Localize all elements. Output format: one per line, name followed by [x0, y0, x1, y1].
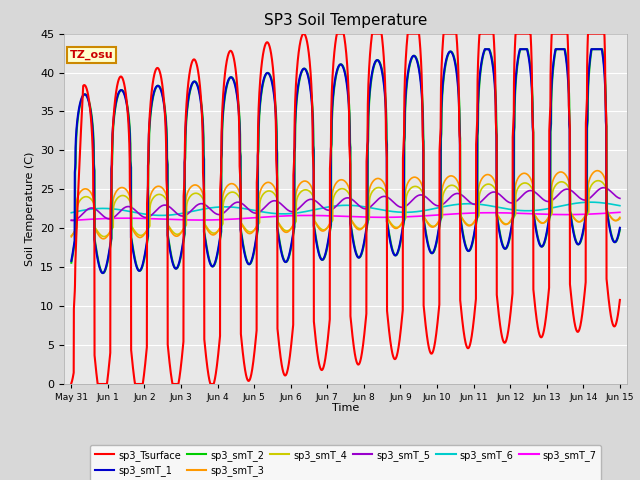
- sp3_Tsurface: [163, 180, 170, 186]
- sp3_smT_4: [605, 212, 613, 218]
- sp3_smT_6: [130, 209, 138, 215]
- Line: sp3_smT_5: sp3_smT_5: [71, 188, 620, 220]
- sp3_smT_7: [546, 212, 554, 217]
- sp3_smT_6: [587, 199, 595, 205]
- sp3_smT_2: [99, 270, 107, 276]
- sp3_smT_5: [69, 217, 77, 223]
- sp3_smT_7: [616, 209, 624, 215]
- sp3_smT_1: [130, 253, 138, 259]
- sp3_smT_2: [481, 46, 489, 52]
- Line: sp3_smT_4: sp3_smT_4: [71, 180, 620, 237]
- sp3_smT_6: [302, 209, 310, 215]
- sp3_smT_4: [547, 214, 554, 219]
- sp3_smT_3: [593, 168, 601, 174]
- sp3_smT_5: [130, 206, 138, 212]
- sp3_smT_6: [547, 205, 554, 211]
- sp3_smT_6: [278, 211, 285, 217]
- sp3_smT_4: [302, 187, 310, 192]
- sp3_smT_3: [616, 215, 624, 220]
- sp3_smT_4: [595, 178, 602, 183]
- sp3_smT_5: [278, 202, 285, 207]
- sp3_smT_1: [605, 225, 613, 230]
- Line: sp3_smT_2: sp3_smT_2: [71, 49, 620, 273]
- sp3_smT_7: [301, 213, 309, 218]
- Legend: sp3_Tsurface, sp3_smT_1, sp3_smT_2, sp3_smT_3, sp3_smT_4, sp3_smT_5, sp3_smT_6, : sp3_Tsurface, sp3_smT_1, sp3_smT_2, sp3_…: [90, 445, 602, 480]
- Line: sp3_smT_7: sp3_smT_7: [71, 212, 620, 220]
- sp3_smT_2: [547, 209, 554, 215]
- sp3_smT_4: [616, 216, 624, 222]
- sp3_smT_3: [99, 236, 107, 242]
- sp3_smT_7: [67, 217, 75, 223]
- sp3_smT_1: [278, 252, 285, 257]
- sp3_smT_6: [616, 203, 624, 209]
- Line: sp3_smT_1: sp3_smT_1: [71, 49, 620, 273]
- sp3_smT_5: [67, 217, 75, 223]
- Line: sp3_smT_6: sp3_smT_6: [71, 202, 620, 216]
- sp3_Tsurface: [547, 103, 554, 108]
- sp3_smT_7: [278, 213, 285, 219]
- sp3_smT_5: [616, 195, 624, 201]
- sp3_smT_2: [302, 66, 310, 72]
- sp3_smT_2: [616, 227, 624, 232]
- sp3_smT_4: [130, 227, 138, 233]
- sp3_smT_2: [67, 260, 75, 265]
- sp3_smT_3: [130, 229, 138, 235]
- sp3_smT_1: [481, 46, 489, 52]
- sp3_smT_5: [605, 187, 613, 193]
- X-axis label: Time: Time: [332, 403, 359, 413]
- sp3_Tsurface: [94, 381, 102, 387]
- sp3_Tsurface: [616, 297, 624, 303]
- sp3_smT_5: [163, 203, 170, 208]
- sp3_smT_1: [163, 138, 170, 144]
- sp3_smT_4: [100, 234, 108, 240]
- sp3_smT_6: [67, 210, 75, 216]
- Y-axis label: Soil Temperature (C): Soil Temperature (C): [24, 152, 35, 266]
- sp3_smT_1: [302, 67, 310, 72]
- Line: sp3_Tsurface: sp3_Tsurface: [71, 34, 620, 384]
- sp3_smT_1: [67, 258, 75, 264]
- sp3_smT_7: [130, 216, 138, 221]
- Text: TZ_osu: TZ_osu: [70, 50, 113, 60]
- sp3_smT_1: [616, 225, 624, 231]
- sp3_smT_4: [67, 233, 75, 239]
- sp3_smT_5: [302, 199, 310, 204]
- sp3_smT_5: [600, 185, 607, 191]
- sp3_smT_3: [302, 178, 310, 184]
- sp3_smT_1: [99, 270, 107, 276]
- sp3_smT_3: [605, 212, 613, 218]
- sp3_smT_3: [67, 234, 75, 240]
- sp3_smT_4: [278, 225, 285, 230]
- sp3_Tsurface: [278, 363, 285, 369]
- sp3_smT_7: [163, 216, 170, 222]
- sp3_smT_3: [163, 193, 170, 199]
- sp3_smT_7: [605, 210, 613, 216]
- sp3_smT_2: [278, 250, 285, 256]
- sp3_Tsurface: [130, 374, 138, 380]
- sp3_Tsurface: [302, 34, 310, 39]
- Line: sp3_smT_3: sp3_smT_3: [71, 171, 620, 239]
- sp3_smT_4: [163, 198, 170, 204]
- sp3_smT_2: [163, 127, 170, 133]
- sp3_smT_6: [605, 201, 613, 207]
- sp3_smT_2: [605, 223, 613, 228]
- sp3_Tsurface: [67, 381, 75, 386]
- sp3_smT_6: [163, 213, 170, 218]
- sp3_smT_6: [157, 213, 165, 218]
- sp3_smT_5: [547, 198, 554, 204]
- sp3_smT_1: [547, 126, 554, 132]
- sp3_Tsurface: [605, 303, 613, 309]
- sp3_Tsurface: [333, 31, 340, 36]
- sp3_smT_2: [130, 252, 138, 257]
- sp3_smT_3: [547, 211, 554, 217]
- Title: SP3 Soil Temperature: SP3 Soil Temperature: [264, 13, 428, 28]
- sp3_smT_3: [278, 226, 285, 232]
